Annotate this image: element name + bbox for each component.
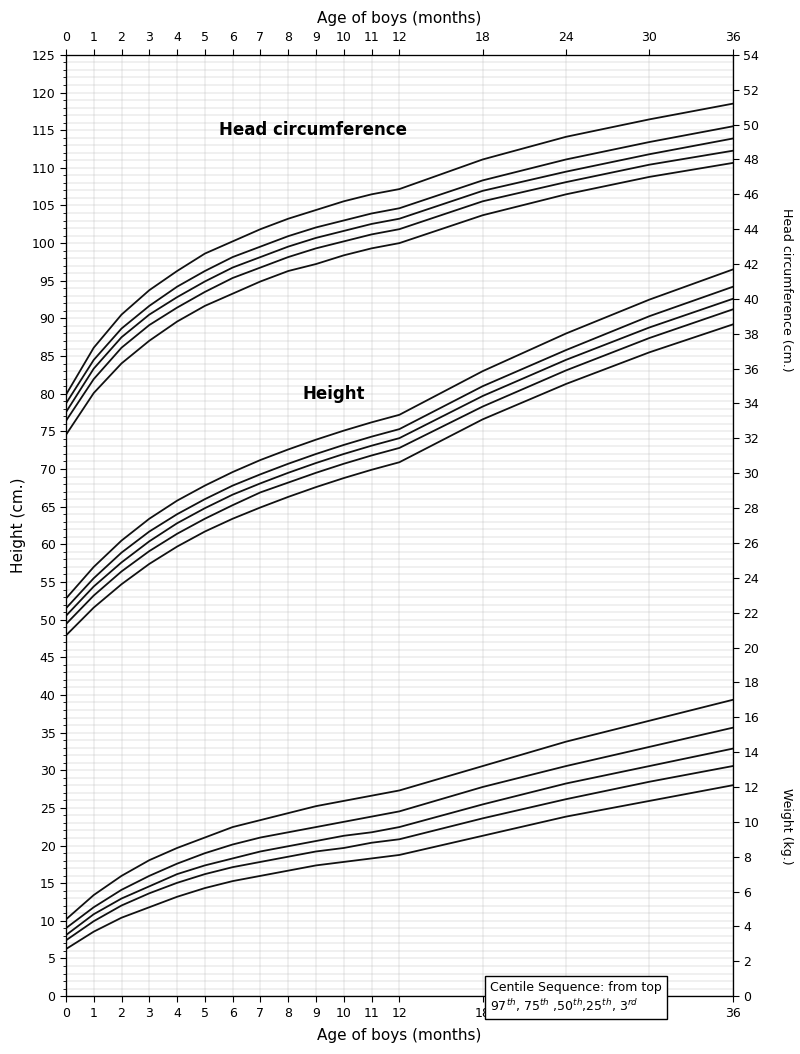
Text: Centile Sequence: from top
97$^{th}$, 75$^{th}$ ,50$^{th}$,25$^{th}$, 3$^{rd}$: Centile Sequence: from top 97$^{th}$, 75… <box>490 981 662 1014</box>
X-axis label: Age of boys (months): Age of boys (months) <box>317 1028 482 1042</box>
Y-axis label: Height (cm.): Height (cm.) <box>11 477 26 573</box>
Text: Head circumference (cm.): Head circumference (cm.) <box>780 209 793 372</box>
X-axis label: Age of boys (months): Age of boys (months) <box>317 12 482 26</box>
Text: Height: Height <box>302 385 365 403</box>
Text: Weight (kg.): Weight (kg.) <box>780 788 793 865</box>
Text: Head circumference: Head circumference <box>218 121 406 139</box>
